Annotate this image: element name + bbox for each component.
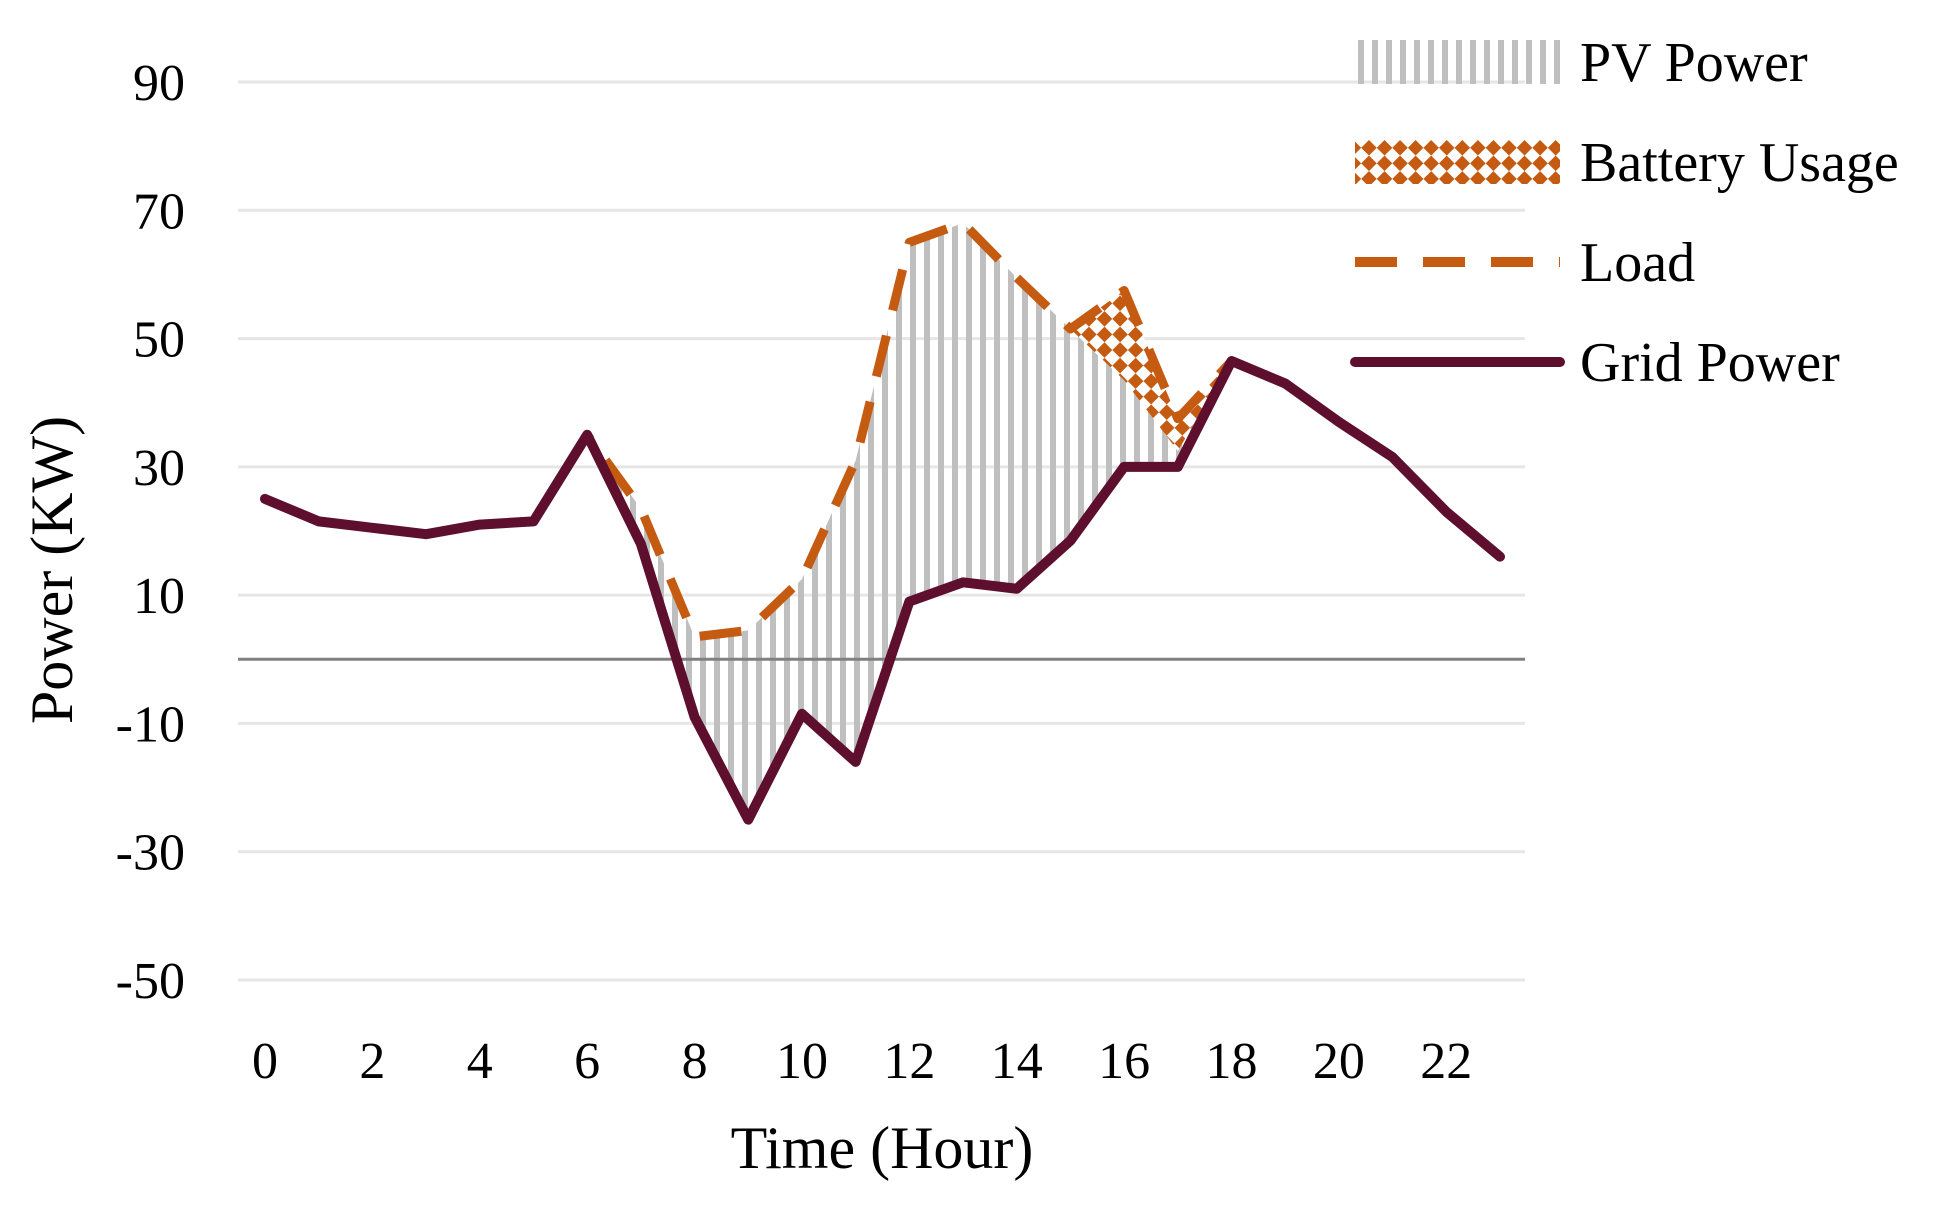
legend-label: PV Power — [1580, 32, 1808, 94]
legend: PV Power Battery Usage Load Grid Power — [1350, 32, 1899, 394]
y-tick-label: 10 — [133, 568, 185, 625]
y-tick-label: 70 — [133, 183, 185, 240]
x-tick-label: 14 — [991, 1033, 1043, 1090]
y-tick-label: -10 — [116, 696, 185, 753]
x-tick-label: 0 — [252, 1033, 278, 1090]
legend-label: Battery Usage — [1580, 132, 1899, 194]
legend-swatch-battery — [1355, 140, 1560, 184]
y-tick-label: 50 — [133, 312, 185, 369]
y-tick-label: -30 — [116, 825, 185, 882]
x-tick-label: 8 — [682, 1033, 708, 1090]
x-tick-label: 18 — [1206, 1033, 1258, 1090]
y-tick-label: 30 — [133, 440, 185, 497]
x-tick-label: 12 — [883, 1033, 935, 1090]
legend-label: Load — [1580, 232, 1695, 294]
legend-label: Grid Power — [1580, 332, 1840, 394]
pv-power-fill — [265, 223, 1500, 820]
x-axis-title: Time (Hour) — [731, 1115, 1034, 1181]
pv-power-area — [265, 223, 1500, 820]
x-axis-ticks: 0 2 4 6 8 10 12 14 16 18 20 22 — [252, 1033, 1472, 1090]
legend-item-pv-power: PV Power — [1355, 32, 1808, 94]
legend-swatch-pv — [1355, 40, 1560, 84]
x-tick-label: 4 — [467, 1033, 493, 1090]
x-tick-label: 20 — [1313, 1033, 1365, 1090]
x-tick-label: 2 — [359, 1033, 385, 1090]
legend-item-battery-usage: Battery Usage — [1355, 132, 1899, 194]
grid-power-series — [260, 356, 1505, 825]
x-tick-label: 6 — [574, 1033, 600, 1090]
legend-item-grid-power: Grid Power — [1350, 332, 1840, 394]
x-tick-label: 10 — [776, 1033, 828, 1090]
grid-power-line — [260, 356, 1505, 825]
y-axis-ticks: 90 70 50 30 10 -10 -30 -50 — [116, 55, 185, 1010]
legend-item-load: Load — [1355, 232, 1695, 294]
y-axis-title: Power (KW) — [19, 416, 85, 724]
x-tick-label: 22 — [1420, 1033, 1472, 1090]
y-tick-label: 90 — [133, 55, 185, 112]
x-tick-label: 16 — [1098, 1033, 1150, 1090]
y-tick-label: -50 — [116, 953, 185, 1010]
